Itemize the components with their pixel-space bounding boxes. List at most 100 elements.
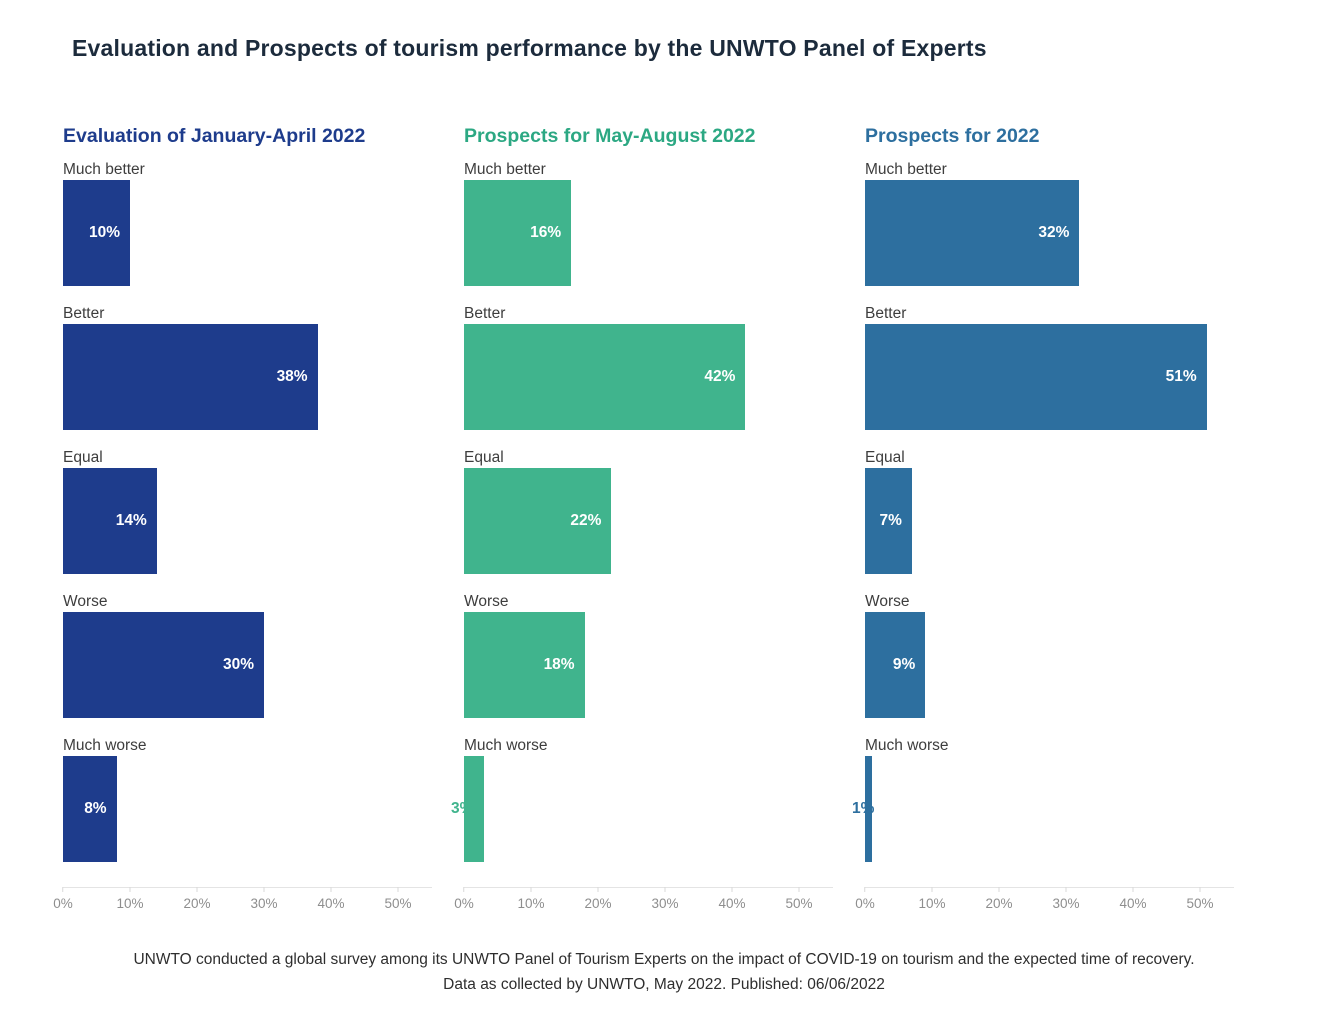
tick-label: 40%: [1119, 896, 1147, 911]
tick-mark: [664, 887, 666, 892]
footer-line-1: UNWTO conducted a global survey among it…: [133, 951, 1195, 968]
chart-title: Evaluation of January-April 2022: [63, 125, 366, 147]
x-tick: 20%: [985, 887, 1013, 911]
category-label: Worse: [464, 593, 509, 610]
bar: 14%: [63, 468, 157, 574]
tick-mark: [731, 887, 733, 892]
bar-rows: Much better 10% Better 38% Equal 14% Worse 30% M…: [63, 160, 432, 862]
value-label: 32%: [1038, 224, 1070, 241]
bar: 42%: [464, 324, 746, 430]
tick-label: 10%: [116, 896, 144, 911]
bar-row: Equal 7%: [865, 448, 1234, 574]
x-tick: 40%: [1119, 887, 1147, 911]
tick-mark: [129, 887, 131, 892]
footer: UNWTO conducted a global survey among it…: [0, 947, 1328, 997]
bar-row: Much better 16%: [464, 160, 833, 286]
bar-track: 14%: [63, 468, 432, 574]
bar-track: 30%: [63, 612, 432, 718]
chart-panel-2: Prospects for May-August 2022 Much bette…: [451, 125, 833, 923]
bar-row: Much worse 8%: [63, 736, 432, 862]
bar-row: Worse 9%: [865, 592, 1234, 718]
bar-track: 32%: [865, 180, 1234, 286]
tick-mark: [597, 887, 599, 892]
tick-mark: [931, 887, 933, 892]
category-label: Much better: [865, 161, 947, 178]
tick-label: 50%: [785, 896, 813, 911]
category-label: Much worse: [865, 737, 949, 754]
tick-label: 50%: [1186, 896, 1214, 911]
bar-row: Equal 22%: [464, 448, 833, 574]
x-tick: 0%: [53, 887, 73, 911]
bar: 3%: [451, 756, 485, 862]
x-tick: 20%: [584, 887, 612, 911]
bar: 22%: [464, 468, 612, 574]
chart-title: Prospects for May-August 2022: [464, 125, 756, 147]
bar: 10%: [63, 180, 130, 286]
charts-container: Evaluation of January-April 2022 Much be…: [53, 125, 1328, 923]
x-tick: 50%: [785, 887, 813, 911]
x-tick: 0%: [454, 887, 474, 911]
value-label: 18%: [543, 656, 575, 673]
category-label: Worse: [865, 593, 910, 610]
category-label: Much better: [63, 161, 145, 178]
bar-row: Much better 32%: [865, 160, 1234, 286]
category-label: Much better: [464, 161, 546, 178]
bar: 1%: [852, 756, 874, 862]
x-tick: 10%: [116, 887, 144, 911]
category-label: Much worse: [63, 737, 147, 754]
bar-row: Equal 14%: [63, 448, 432, 574]
bar-track: 3%: [451, 756, 833, 862]
bar-row: Much better 10%: [63, 160, 432, 286]
x-tick: 30%: [1052, 887, 1080, 911]
tick-label: 20%: [183, 896, 211, 911]
x-tick: 30%: [651, 887, 679, 911]
bar-track: 22%: [464, 468, 833, 574]
tick-mark: [62, 887, 64, 892]
bar-row: Much worse 1%: [852, 736, 1234, 862]
x-tick: 30%: [250, 887, 278, 911]
bar-row: Much worse 3%: [451, 736, 833, 862]
value-label: 38%: [276, 368, 308, 385]
bar-row: Better 38%: [63, 304, 432, 430]
bar: 18%: [464, 612, 585, 718]
x-tick: 40%: [317, 887, 345, 911]
bar-track: 1%: [852, 756, 1234, 862]
tick-label: 50%: [384, 896, 412, 911]
tick-label: 10%: [517, 896, 545, 911]
tick-label: 30%: [651, 896, 679, 911]
x-axis: 0% 10% 20% 30% 40% 50%: [53, 887, 432, 923]
value-label: 51%: [1165, 368, 1197, 385]
category-label: Better: [63, 305, 105, 322]
tick-mark: [530, 887, 532, 892]
bar: 16%: [464, 180, 572, 286]
value-label: 16%: [530, 224, 562, 241]
bar: 32%: [865, 180, 1080, 286]
tick-mark: [397, 887, 399, 892]
bar: 8%: [63, 756, 117, 862]
tick-mark: [330, 887, 332, 892]
value-label: 7%: [879, 512, 902, 529]
x-axis: 0% 10% 20% 30% 40% 50%: [855, 887, 1234, 923]
bar-track: 51%: [865, 324, 1234, 430]
category-label: Worse: [63, 593, 108, 610]
x-axis: 0% 10% 20% 30% 40% 50%: [454, 887, 833, 923]
bar: 30%: [63, 612, 264, 718]
category-label: Better: [464, 305, 506, 322]
bar-track: 16%: [464, 180, 833, 286]
bar-rows: Much better 16% Better 42% Equal 22% Worse 18% M…: [451, 160, 833, 862]
x-tick: 20%: [183, 887, 211, 911]
chart-panel-1: Evaluation of January-April 2022 Much be…: [53, 125, 432, 923]
tick-label: 10%: [918, 896, 946, 911]
value-label: 22%: [570, 512, 602, 529]
x-tick: 10%: [918, 887, 946, 911]
tick-mark: [196, 887, 198, 892]
tick-label: 20%: [584, 896, 612, 911]
bar-track: 10%: [63, 180, 432, 286]
category-label: Equal: [865, 449, 905, 466]
chart-title: Prospects for 2022: [865, 125, 1040, 147]
bar: 7%: [865, 468, 912, 574]
bar-rows: Much better 32% Better 51% Equal 7% Worse 9% Muc…: [852, 160, 1234, 862]
bar-row: Worse 18%: [464, 592, 833, 718]
bar-row: Better 51%: [865, 304, 1234, 430]
